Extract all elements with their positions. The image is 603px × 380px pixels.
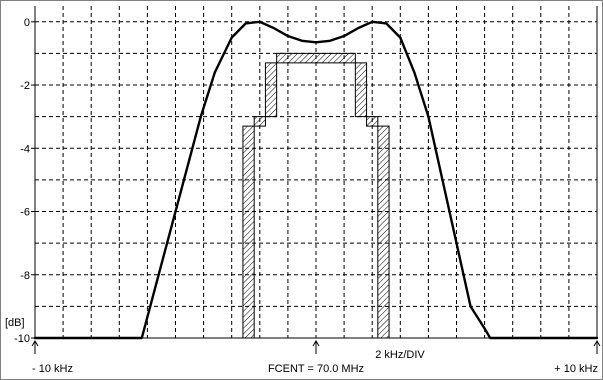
series-layer — [33, 20, 599, 340]
y-tick-label: 0 — [24, 17, 30, 29]
x-scale-label: 2 kHz/DIV — [375, 349, 425, 361]
mask-outer-outline — [242, 62, 390, 338]
y-tick-label: -8 — [20, 270, 30, 282]
labels: [dB] - 10 kHz FCENT = 70.0 MHz + 10 kHz … — [5, 317, 598, 375]
grid — [35, 6, 597, 338]
x-center-arrow-head — [312, 340, 320, 347]
x-right-arrow-head — [593, 340, 601, 347]
mask-template — [242, 52, 390, 339]
y-tick-label: -2 — [20, 80, 30, 92]
y-tick-label: -10 — [14, 333, 30, 345]
x-center-label: FCENT = 70.0 MHz — [268, 363, 364, 375]
series-line-0 — [33, 20, 599, 340]
x-right-label: + 10 kHz — [554, 363, 598, 375]
x-left-label: - 10 kHz — [32, 363, 73, 375]
mask-inner-outline — [253, 52, 379, 338]
x-left-arrow-head — [31, 340, 39, 347]
y-axis-label: [dB] — [5, 317, 25, 329]
y-tick-label: -6 — [20, 207, 30, 219]
y-tick-label: -4 — [20, 143, 30, 155]
